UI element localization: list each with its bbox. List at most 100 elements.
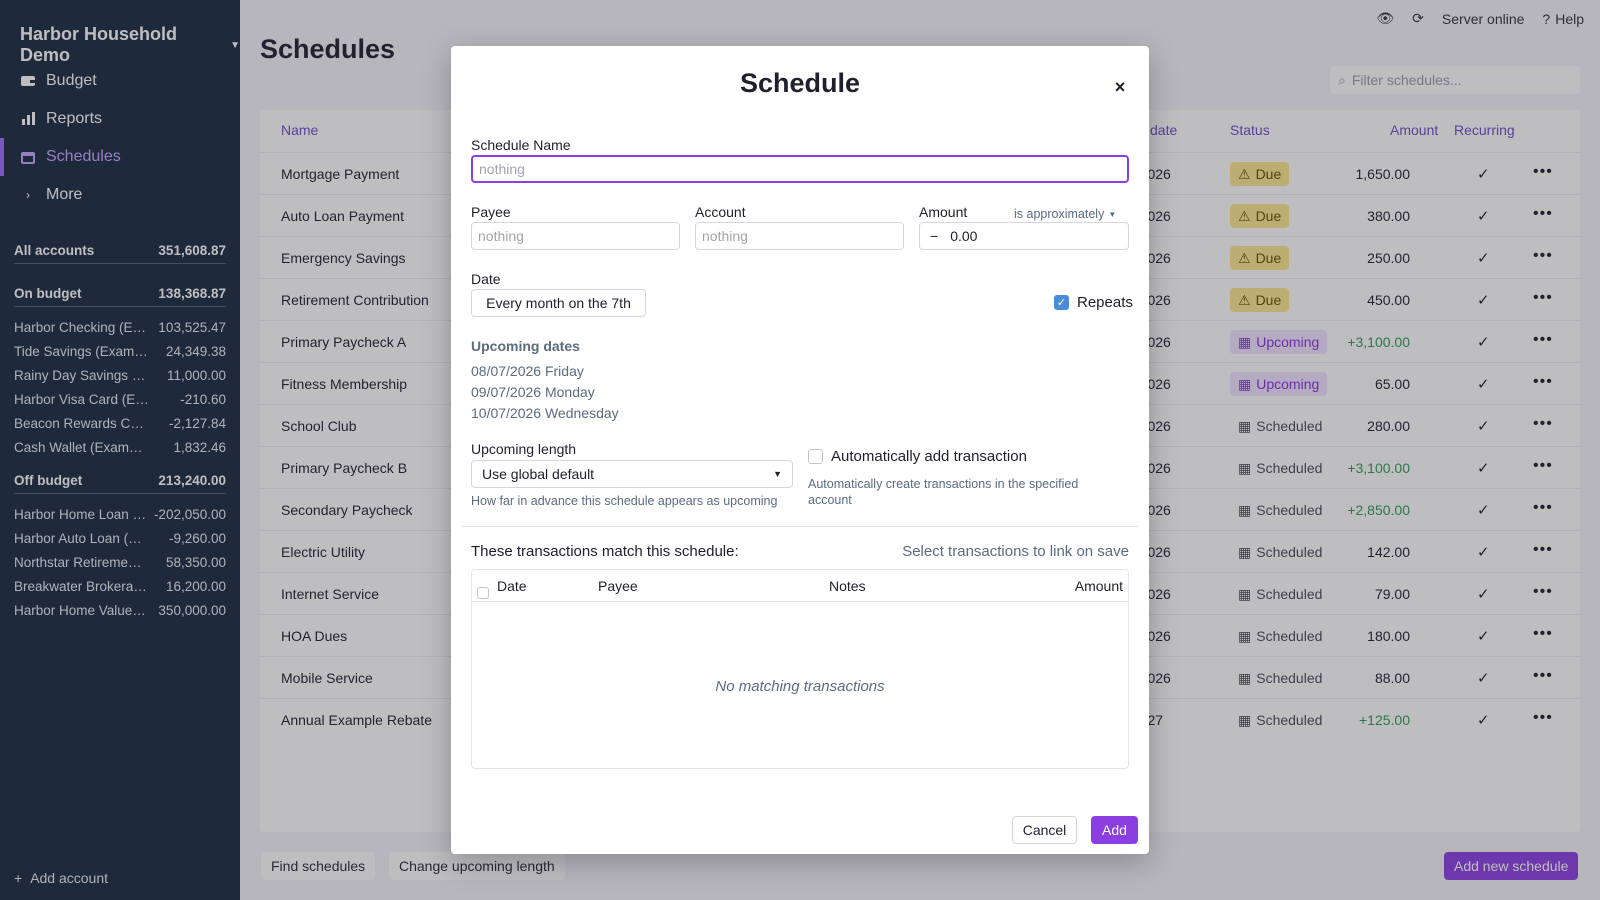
server-status[interactable]: Server online [1441, 10, 1525, 27]
account-group-on-budget[interactable]: On budget 138,368.87 [14, 286, 226, 307]
column-header-date[interactable]: date [1150, 122, 1178, 138]
txn-column-amount[interactable]: Amount [1074, 578, 1123, 594]
account-item[interactable]: Beacon Rewards Card (Example)-2,127.84 [14, 411, 226, 435]
privacy-toggle[interactable]: 👁 [1376, 10, 1394, 27]
cancel-button[interactable]: Cancel [1012, 816, 1077, 844]
add-button[interactable]: Add [1091, 816, 1138, 844]
upcoming-length-select[interactable]: Use global default ▼ [471, 460, 793, 488]
account-group-label: All accounts [14, 243, 95, 258]
table-row[interactable]: Annual Example Rebate/2027▦Scheduled+125… [260, 698, 1580, 740]
schedule-amount: +3,100.00 [1347, 334, 1410, 350]
recurring-check-icon: ✓ [1477, 712, 1490, 729]
schedule-name: HOA Dues [281, 628, 348, 644]
recurring-check-icon: ✓ [1477, 544, 1490, 561]
calendar-icon: ▦ [1238, 501, 1252, 518]
auto-add-toggle[interactable]: Automatically add transaction [808, 448, 1027, 465]
add-account-button[interactable]: + Add account [14, 870, 108, 886]
status-badge: ▦ Scheduled [1230, 624, 1330, 648]
more-options-icon[interactable]: ••• [1533, 415, 1553, 432]
txn-column-date[interactable]: Date [497, 578, 527, 594]
add-new-schedule-button[interactable]: Add new schedule [1444, 852, 1579, 880]
account-balance: 16,200.00 [165, 578, 226, 594]
more-options-icon[interactable]: ••• [1533, 331, 1553, 348]
filter-schedules-input[interactable]: ⌕ Filter schedules... [1330, 66, 1580, 94]
auto-add-checkbox[interactable] [808, 449, 823, 464]
calendar-icon: ▦ [1238, 375, 1252, 392]
account-input[interactable]: nothing [695, 222, 904, 250]
payee-input[interactable]: nothing [471, 222, 680, 250]
account-item[interactable]: Cash Wallet (Example) 1,832.46 [14, 435, 226, 459]
more-options-icon[interactable]: ••• [1533, 667, 1553, 684]
schedule-name-input[interactable]: nothing [471, 155, 1129, 183]
more-options-icon[interactable]: ••• [1533, 625, 1553, 642]
matching-transactions-table: Date Payee Notes Amount No matching tran… [471, 569, 1129, 769]
column-header-name[interactable]: Name [281, 122, 319, 138]
amount-input[interactable]: − 0.00 [919, 222, 1129, 250]
account-group-all[interactable]: All accounts 351,608.87 [14, 243, 226, 264]
sidebar-item-more[interactable]: › More [0, 176, 240, 214]
recurring-check-icon: ✓ [1477, 376, 1490, 393]
account-item[interactable]: Northstar Retirement (Example)58,350.00 [14, 550, 226, 574]
more-options-icon[interactable]: ••• [1533, 541, 1553, 558]
status-badge: ▦ Scheduled [1230, 666, 1330, 690]
account-item[interactable]: Breakwater Brokerage (Example)16,200.00 [14, 574, 226, 598]
more-options-icon[interactable]: ••• [1533, 373, 1553, 390]
more-options-icon[interactable]: ••• [1533, 457, 1553, 474]
more-options-icon[interactable]: ••• [1533, 709, 1553, 726]
txn-column-payee[interactable]: Payee [598, 578, 638, 594]
caret-down-icon: ▼ [1108, 209, 1117, 219]
more-options-icon[interactable]: ••• [1533, 247, 1553, 264]
help-icon: ? [1542, 10, 1551, 27]
find-schedules-button[interactable]: Find schedules [261, 852, 376, 880]
account-balance: 58,350.00 [165, 554, 226, 570]
status-badge: ⚠ Due [1230, 162, 1290, 186]
calendar-icon: ▦ [1238, 543, 1252, 560]
upcoming-dates-label: Upcoming dates [471, 338, 580, 354]
more-options-icon[interactable]: ••• [1533, 163, 1553, 180]
schedule-amount: +2,850.00 [1347, 502, 1410, 518]
sidebar-item-reports[interactable]: Reports [0, 100, 240, 138]
repeats-checkbox[interactable]: ✓ [1054, 295, 1069, 310]
status-label: Scheduled [1256, 586, 1323, 602]
account-item[interactable]: Harbor Auto Loan (Example)-9,260.00 [14, 526, 226, 550]
more-options-icon[interactable]: ••• [1533, 499, 1553, 516]
change-upcoming-length-button[interactable]: Change upcoming length [389, 852, 565, 880]
status-label: Scheduled [1256, 502, 1323, 518]
account-item[interactable]: Harbor Home Loan (Example)-202,050.00 [14, 502, 226, 526]
amount-mode-select[interactable]: is approximately ▼ [1014, 207, 1116, 221]
account-item[interactable]: Harbor Home Value (Example)350,000.00 [14, 598, 226, 622]
sidebar-item-schedules[interactable]: Schedules [0, 138, 240, 176]
status-badge: ⚠ Due [1230, 204, 1290, 228]
help-button[interactable]: ? Help [1542, 11, 1584, 27]
filter-placeholder: Filter schedules... [1351, 72, 1462, 88]
sidebar-item-budget[interactable]: Budget [0, 62, 240, 100]
status-label: Scheduled [1256, 460, 1323, 476]
account-item[interactable]: Rainy Day Savings (Example)11,000.00 [14, 363, 226, 387]
column-header-status[interactable]: Status [1230, 122, 1270, 138]
budget-name-menu[interactable]: Harbor Household Demo ▼ [20, 24, 240, 66]
account-item[interactable]: Tide Savings (Example) 24,349.38 [14, 339, 226, 363]
account-balance: -210.60 [180, 391, 226, 407]
amount-sign-toggle[interactable]: − [930, 228, 939, 244]
more-options-icon[interactable]: ••• [1533, 583, 1553, 600]
more-options-icon[interactable]: ••• [1533, 289, 1553, 306]
sync-button[interactable]: ⟳ [1412, 10, 1424, 27]
amount-value: 0.00 [950, 228, 978, 244]
select-all-checkbox[interactable] [477, 587, 489, 599]
sync-icon: ⟳ [1412, 10, 1424, 26]
status-label: Due [1255, 166, 1282, 182]
schedule-amount: 180.00 [1367, 628, 1410, 644]
repeats-label: Repeats [1077, 294, 1133, 311]
account-group-label: Off budget [14, 473, 83, 488]
column-header-amount[interactable]: Amount [1390, 122, 1439, 138]
close-icon[interactable]: × [1114, 77, 1126, 97]
txn-column-notes[interactable]: Notes [829, 578, 866, 594]
more-options-icon[interactable]: ••• [1533, 205, 1553, 222]
column-header-recurring[interactable]: Recurring [1454, 122, 1515, 138]
account-item[interactable]: Harbor Checking (Example)103,525.47 [14, 315, 226, 339]
plus-icon: + [14, 870, 23, 886]
repeats-toggle[interactable]: ✓ Repeats [1054, 294, 1133, 311]
account-group-off-budget[interactable]: Off budget 213,240.00 [14, 473, 226, 494]
date-recurrence-button[interactable]: Every month on the 7th [471, 289, 646, 317]
account-item[interactable]: Harbor Visa Card (Example)-210.60 [14, 387, 226, 411]
